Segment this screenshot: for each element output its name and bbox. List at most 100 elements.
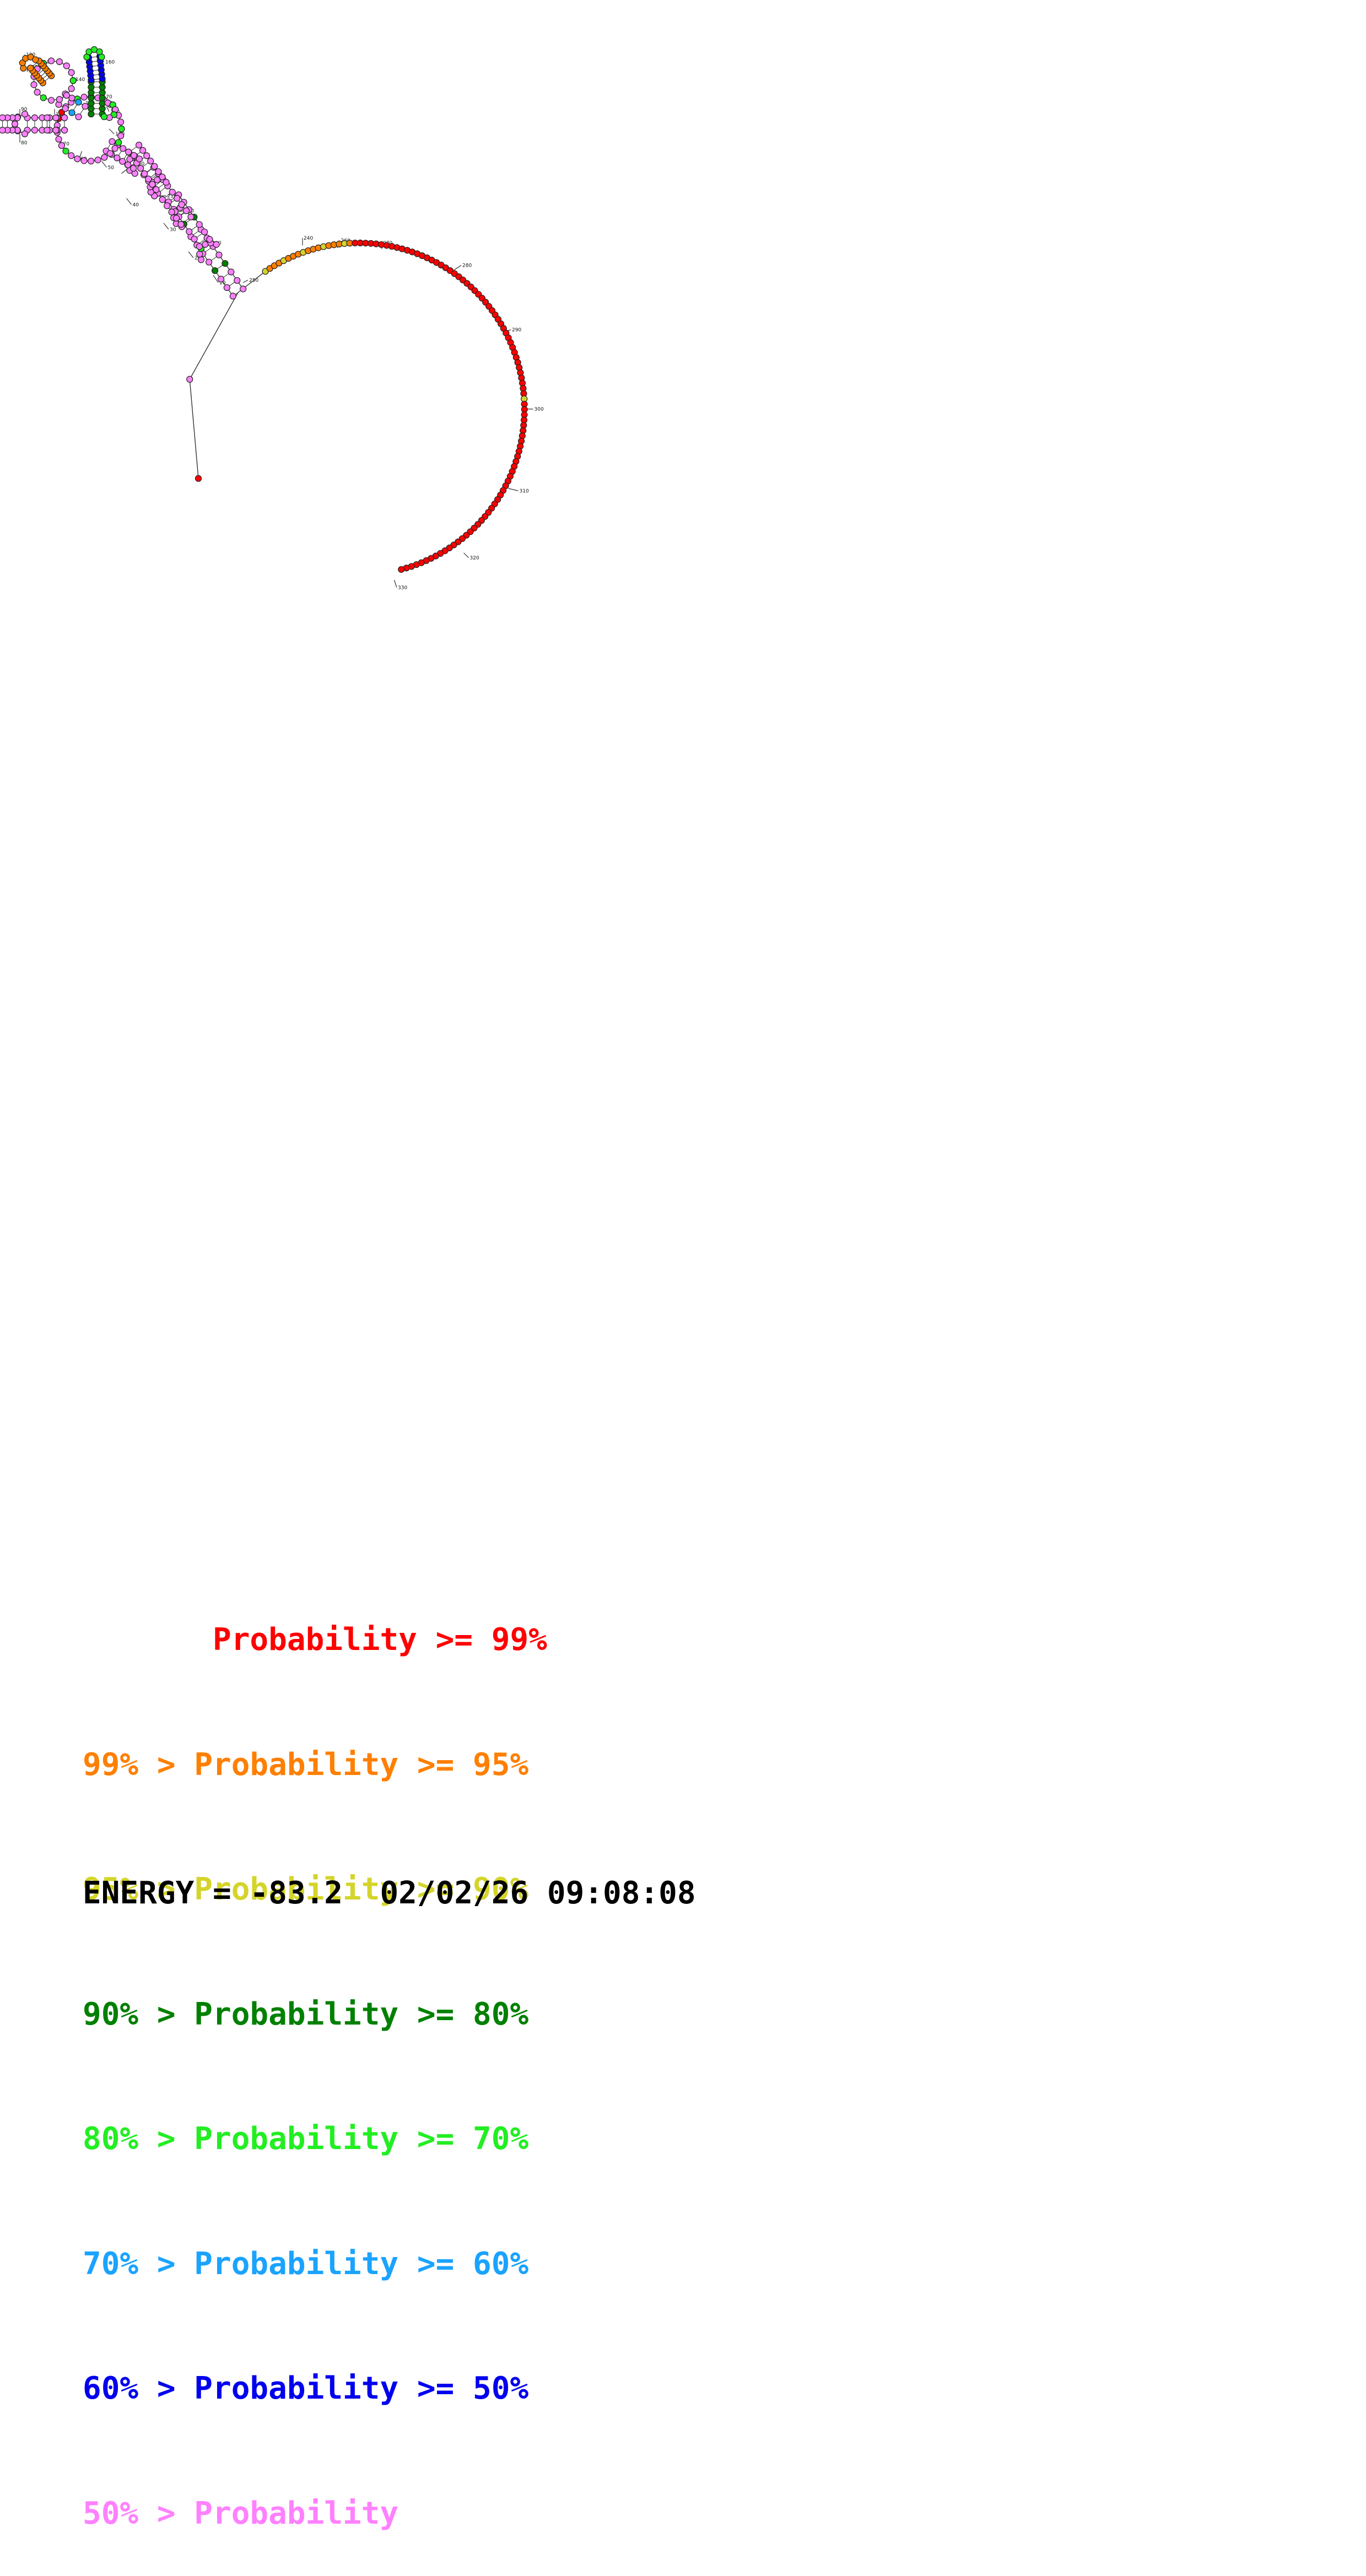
nucleotide	[149, 181, 156, 188]
nucleotide	[164, 202, 171, 209]
position-label: 170	[103, 95, 112, 100]
nucleotide	[82, 102, 89, 110]
nucleotide	[125, 148, 132, 155]
five-prime-end	[195, 475, 202, 482]
position-label: 10	[219, 280, 226, 286]
position-label: 90	[21, 107, 28, 112]
nucleotide	[136, 155, 143, 163]
nucleotide	[0, 127, 6, 134]
nucleotide	[168, 208, 175, 215]
nucleotide	[63, 91, 70, 99]
nucleotide	[47, 57, 55, 64]
backbone-layer	[2, 49, 525, 570]
nucleotide	[75, 113, 82, 121]
nucleotide	[52, 114, 60, 121]
nucleotide	[191, 235, 198, 243]
nucleotide	[125, 161, 132, 169]
position-label: 210	[168, 194, 177, 199]
position-label: 70	[63, 142, 70, 147]
nucleotide	[98, 53, 105, 61]
legend-row-p60: 70% > Probability >= 60%	[83, 2245, 529, 2282]
nucleotide	[100, 113, 108, 121]
nucleotide	[182, 207, 190, 214]
nucleotide	[211, 267, 219, 274]
nucleotide	[159, 174, 166, 181]
position-label: 250	[249, 278, 258, 284]
nucleotide	[147, 158, 154, 165]
nucleotide	[114, 154, 121, 161]
nucleotide	[69, 77, 77, 84]
position-tick	[188, 251, 194, 258]
nucleotide	[21, 130, 29, 138]
nucleotide-layer	[0, 46, 528, 573]
legend-row-p90: 95% > Probability >= 90%	[83, 1871, 529, 1907]
nucleotide	[31, 114, 39, 121]
nucleotide	[21, 110, 29, 118]
nucleotide	[61, 127, 68, 134]
five-prime-tail	[189, 379, 199, 479]
position-label: 40	[133, 202, 139, 208]
nucleotide	[80, 157, 88, 164]
nucleotide	[34, 89, 41, 96]
nucleotide	[143, 152, 150, 159]
position-label: 130	[44, 60, 53, 66]
nucleotide	[196, 243, 203, 250]
nucleotide	[31, 127, 39, 134]
nucleotide	[172, 214, 180, 222]
nucleotide	[0, 114, 6, 121]
position-label: 310	[520, 489, 529, 494]
nucleotide	[223, 284, 230, 291]
nucleotide	[32, 56, 39, 63]
nucleotide	[74, 155, 81, 163]
nucleotide	[68, 69, 75, 76]
nucleotide	[44, 127, 51, 134]
nucleotide	[141, 170, 148, 177]
nucleotide	[240, 285, 247, 293]
position-tick	[453, 265, 462, 270]
nucleotide	[106, 150, 114, 157]
position-tick	[393, 580, 397, 588]
nucleotide	[217, 275, 225, 283]
nucleotide	[154, 176, 161, 183]
position-label: 30	[170, 227, 176, 232]
nucleotide	[56, 58, 63, 66]
nucleotide	[234, 277, 241, 284]
nucleotide	[201, 228, 208, 236]
legend-row-p80: 90% > Probability >= 80%	[83, 1996, 529, 2032]
nucleotide	[130, 152, 138, 159]
nucleotide	[55, 136, 62, 143]
nucleotide	[68, 85, 75, 92]
legend-row-p99: Probability >= 99%	[83, 1622, 547, 1658]
nucleotide	[58, 142, 65, 149]
nucleotide	[213, 241, 220, 248]
nucleotide	[169, 188, 176, 196]
nucleotide	[109, 138, 116, 145]
spacer	[343, 1875, 380, 1911]
legend-row-p70: 80% > Probability >= 70%	[83, 2121, 529, 2157]
position-tick	[126, 198, 132, 205]
nucleotide	[68, 152, 75, 159]
nucleotide	[80, 94, 88, 101]
nucleotide	[151, 163, 158, 170]
nucleotide	[61, 114, 68, 121]
nucleotide	[62, 148, 69, 155]
nucleotide	[94, 156, 101, 164]
nucleotide	[62, 105, 69, 112]
nucleotide	[135, 142, 143, 149]
timestamp: 02/02/26 09:08:08	[380, 1875, 696, 1911]
probability-legend: Probability >= 99% 99% > Probability >= …	[83, 1536, 547, 2576]
legend-row-p50: 60% > Probability >= 50%	[83, 2371, 529, 2406]
nucleotide	[137, 165, 144, 172]
position-label: 280	[462, 263, 472, 269]
nucleotide	[117, 118, 125, 126]
nucleotide	[202, 241, 209, 248]
energy-label: ENERGY =	[83, 1875, 250, 1911]
nucleotide	[163, 178, 170, 186]
nucleotide	[40, 94, 47, 101]
position-tick	[109, 128, 115, 134]
nucleotide	[47, 96, 55, 104]
nucleotide	[30, 81, 37, 88]
loop-backbone	[33, 60, 74, 101]
nucleotide	[222, 260, 229, 267]
position-tick	[508, 488, 519, 491]
